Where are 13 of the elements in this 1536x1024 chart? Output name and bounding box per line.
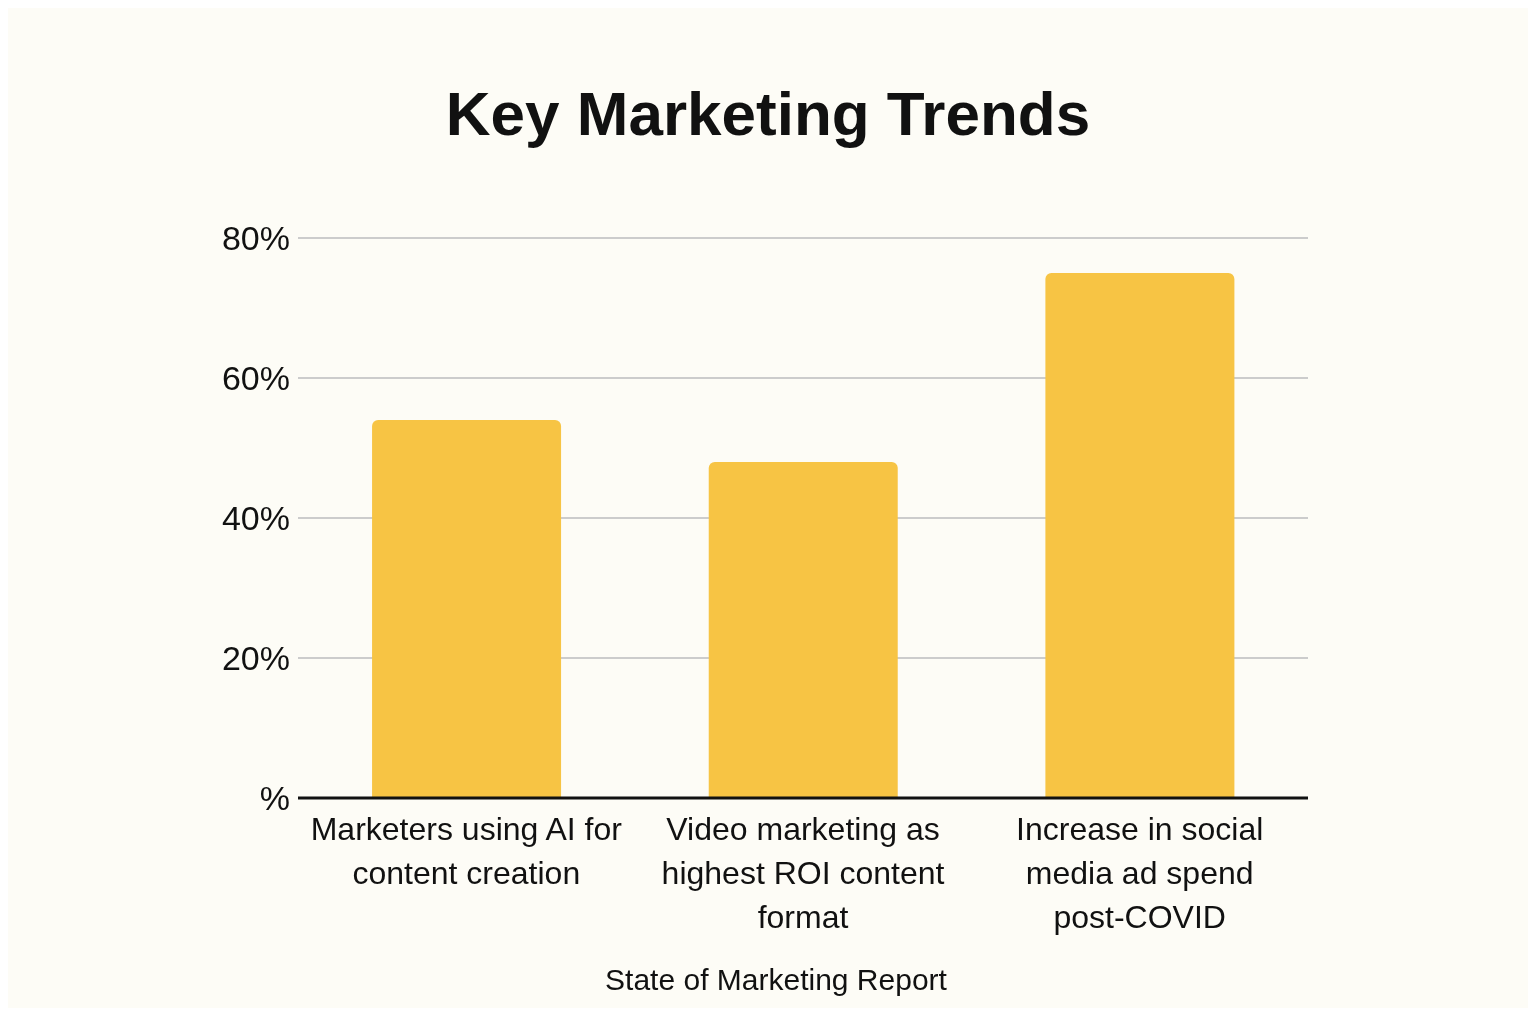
bar bbox=[708, 462, 898, 798]
x-tick-label: Video marketing as highest ROI content format bbox=[661, 811, 945, 935]
y-tick-label: 80% bbox=[221, 219, 290, 258]
text: State of Marketing Report bbox=[604, 963, 948, 997]
y-tick-label: 40% bbox=[221, 499, 290, 538]
y-tick-label: % bbox=[259, 779, 290, 818]
bar bbox=[372, 420, 562, 798]
chart-title: Key Marketing Trends bbox=[444, 78, 1092, 149]
bar bbox=[1045, 273, 1235, 798]
x-tick-label: Increase in social media ad spend post-COVID bbox=[1016, 811, 1264, 935]
x-tick-label: Marketers using AI for content creation bbox=[310, 811, 623, 891]
y-tick-label: 60% bbox=[221, 359, 290, 398]
y-tick-label: 20% bbox=[221, 639, 290, 678]
